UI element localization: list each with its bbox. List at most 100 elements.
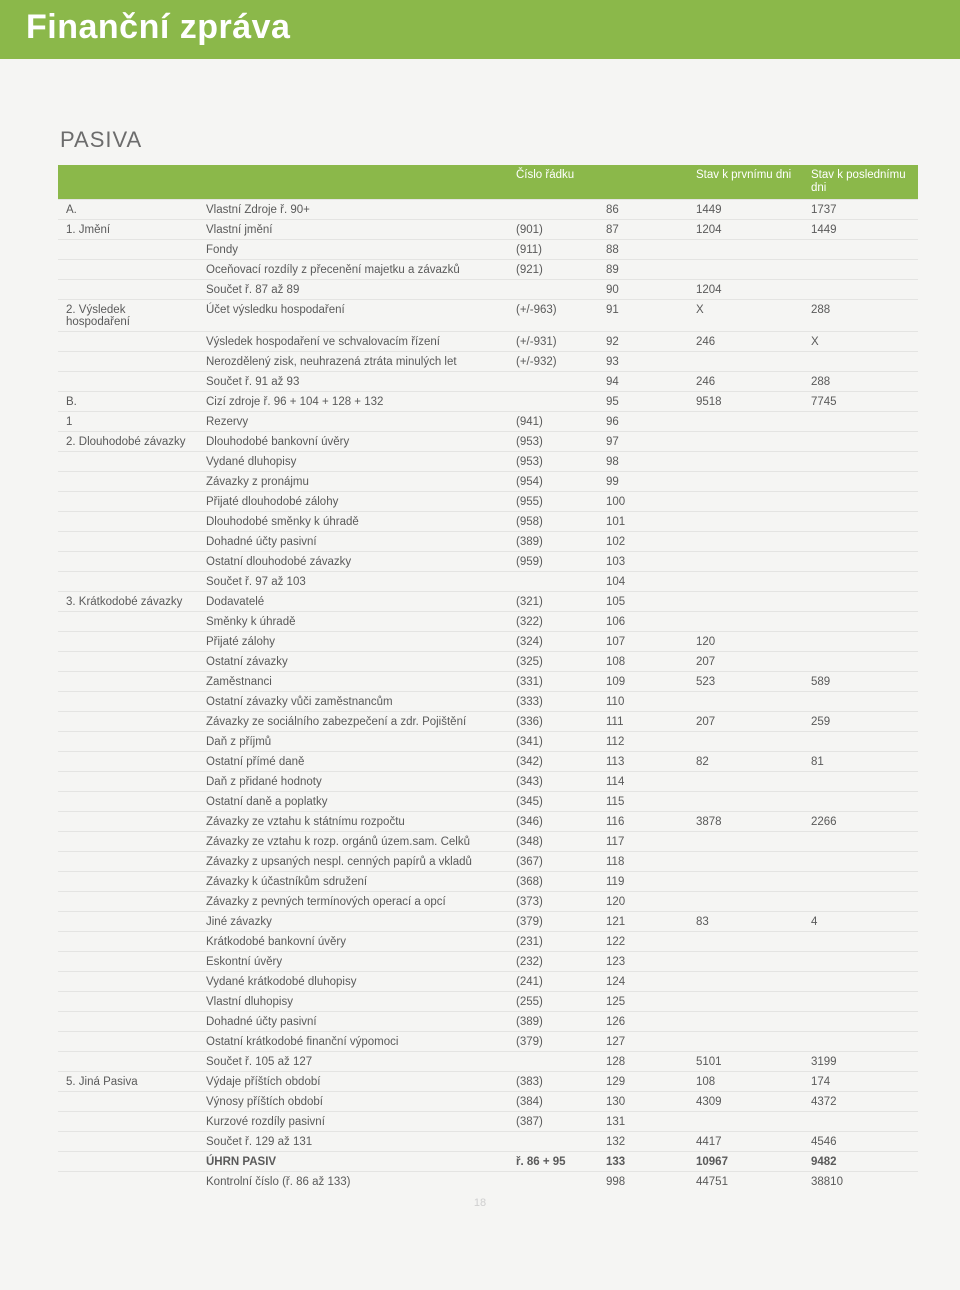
table-cell: (959) — [508, 552, 598, 572]
table-row: Ostatní daně a poplatky(345)115 — [58, 792, 918, 812]
table-row: Daň z příjmů(341)112 — [58, 732, 918, 752]
table-cell — [688, 892, 803, 912]
table-cell: (955) — [508, 492, 598, 512]
table-cell: 123 — [598, 952, 688, 972]
table-cell: 126 — [598, 1012, 688, 1032]
table-row: Kontrolní číslo (ř. 86 až 133)9984475138… — [58, 1172, 918, 1192]
table-cell: 5101 — [688, 1052, 803, 1072]
table-row: Fondy(911)88 — [58, 240, 918, 260]
table-cell: (367) — [508, 852, 598, 872]
table-cell: 97 — [598, 432, 688, 452]
table-cell — [803, 472, 918, 492]
table-cell: 105 — [598, 592, 688, 612]
table-cell: (331) — [508, 672, 598, 692]
table-cell: (373) — [508, 892, 598, 912]
table-cell — [688, 492, 803, 512]
table-cell: Vydané dluhopisy — [198, 452, 508, 472]
table-row: Krátkodobé bankovní úvěry(231)122 — [58, 932, 918, 952]
table-cell: A. — [58, 200, 198, 220]
table-cell: 523 — [688, 672, 803, 692]
table-cell — [803, 532, 918, 552]
table-row: Přijaté zálohy(324)107120 — [58, 632, 918, 652]
table-cell: (384) — [508, 1092, 598, 1112]
table-cell — [803, 1032, 918, 1052]
table-cell: 1 — [58, 412, 198, 432]
table-cell — [58, 772, 198, 792]
table-cell: Eskontní úvěry — [198, 952, 508, 972]
table-cell: Vlastní jmění — [198, 220, 508, 240]
table-cell: 83 — [688, 912, 803, 932]
table-row: B.Cizí zdroje ř. 96 + 104 + 128 + 132959… — [58, 392, 918, 412]
table-row: Závazky k účastníkům sdružení(368)119 — [58, 872, 918, 892]
table-cell: Ostatní závazky vůči zaměstnancům — [198, 692, 508, 712]
table-cell — [508, 1052, 598, 1072]
table-cell: Součet ř. 87 až 89 — [198, 280, 508, 300]
table-cell: (368) — [508, 872, 598, 892]
table-cell — [803, 852, 918, 872]
table-cell — [688, 452, 803, 472]
table-cell — [58, 572, 198, 592]
table-cell — [508, 1132, 598, 1152]
table-row: 2. Dlouhodobé závazkyDlouhodobé bankovní… — [58, 432, 918, 452]
table-body: A.Vlastní Zdroje ř. 90+86144917371. Jměn… — [58, 200, 918, 1192]
table-cell: 95 — [598, 392, 688, 412]
table-cell: (+/-932) — [508, 352, 598, 372]
table-cell: 3878 — [688, 812, 803, 832]
table-cell — [58, 792, 198, 812]
table-cell: 118 — [598, 852, 688, 872]
table-cell: Součet ř. 105 až 127 — [198, 1052, 508, 1072]
table-cell: 3. Krátkodobé závazky — [58, 592, 198, 612]
table-row: Součet ř. 129 až 13113244174546 — [58, 1132, 918, 1152]
table-cell: 288 — [803, 372, 918, 392]
table-cell: 82 — [688, 752, 803, 772]
table-cell: (336) — [508, 712, 598, 732]
col-header-blank1 — [58, 165, 198, 200]
table-row: Zaměstnanci(331)109523589 — [58, 672, 918, 692]
table-cell: 116 — [598, 812, 688, 832]
table-row: Dohadné účty pasivní(389)102 — [58, 532, 918, 552]
table-cell: 103 — [598, 552, 688, 572]
table-cell — [58, 552, 198, 572]
table-cell: 174 — [803, 1072, 918, 1092]
table-cell — [58, 952, 198, 972]
table-cell — [688, 512, 803, 532]
table-cell — [803, 992, 918, 1012]
table-cell: 1449 — [688, 200, 803, 220]
table-cell — [688, 1112, 803, 1132]
table-row: A.Vlastní Zdroje ř. 90+8614491737 — [58, 200, 918, 220]
table-cell — [58, 752, 198, 772]
table-cell: 129 — [598, 1072, 688, 1092]
table-row: Ostatní přímé daně(342)1138281 — [58, 752, 918, 772]
table-cell — [688, 832, 803, 852]
table-row: Ostatní závazky(325)108207 — [58, 652, 918, 672]
table-cell — [688, 412, 803, 432]
table-cell: 127 — [598, 1032, 688, 1052]
table-cell — [58, 492, 198, 512]
table-cell — [58, 652, 198, 672]
table-cell: (321) — [508, 592, 598, 612]
table-row: 5. Jiná PasivaVýdaje příštích období(383… — [58, 1072, 918, 1092]
table-cell: 10967 — [688, 1152, 803, 1172]
table-row: Závazky ze vztahu k rozp. orgánů územ.sa… — [58, 832, 918, 852]
table-cell: 86 — [598, 200, 688, 220]
table-row: Daň z přidané hodnoty(343)114 — [58, 772, 918, 792]
table-row: Eskontní úvěry(232)123 — [58, 952, 918, 972]
table-cell — [803, 892, 918, 912]
table-cell — [58, 512, 198, 532]
table-cell — [58, 1052, 198, 1072]
table-cell: (+/-963) — [508, 300, 598, 332]
table-row: 2. Výsledek hospodařeníÚčet výsledku hos… — [58, 300, 918, 332]
table-cell: Závazky z pronájmu — [198, 472, 508, 492]
table-cell: 102 — [598, 532, 688, 552]
table-cell — [58, 260, 198, 280]
table-cell — [508, 572, 598, 592]
table-cell: Dohadné účty pasivní — [198, 1012, 508, 1032]
table-cell — [688, 472, 803, 492]
table-cell — [688, 592, 803, 612]
table-cell: 1. Jmění — [58, 220, 198, 240]
table-cell: (333) — [508, 692, 598, 712]
table-cell: 1204 — [688, 220, 803, 240]
table-row: Závazky ze vztahu k státnímu rozpočtu(34… — [58, 812, 918, 832]
table-cell: 117 — [598, 832, 688, 852]
table-cell: 108 — [688, 1072, 803, 1092]
